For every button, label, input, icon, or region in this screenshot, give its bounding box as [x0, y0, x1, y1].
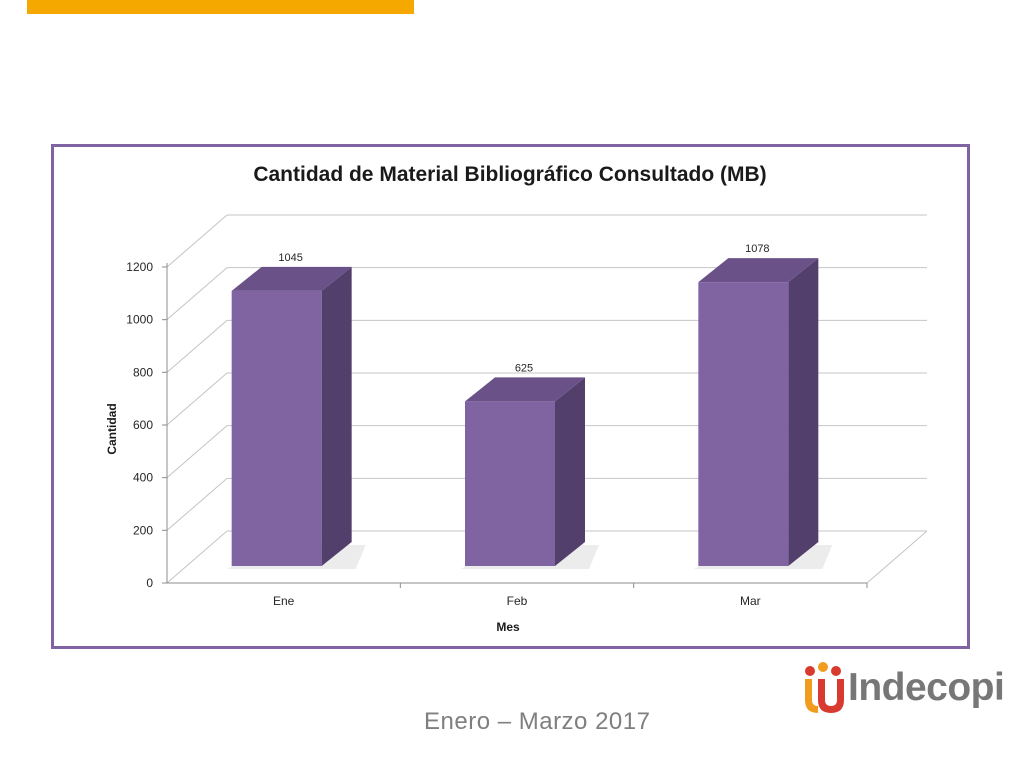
chart-title: Cantidad de Material Bibliográfico Consu… [253, 163, 766, 186]
bar-top-feb [465, 377, 585, 402]
label-layer: 1045 Ene 625 Feb 1078 Mar [273, 243, 770, 608]
y-tick-label: 400 [133, 471, 153, 485]
bar-side-feb [555, 377, 585, 566]
indecopi-logo-icon [805, 662, 844, 713]
bar-mar [698, 282, 789, 566]
bar-ene [231, 290, 322, 566]
y-tick-label: 0 [146, 576, 153, 590]
period-subtitle: Enero – Marzo 2017 [424, 708, 651, 735]
y-tick-label: 600 [133, 418, 153, 432]
top-accent-bar [27, 0, 414, 14]
chart-frame: Cantidad de Material Bibliográfico Consu… [51, 144, 970, 649]
y-tick-label: 1000 [126, 313, 153, 327]
bar-layer [227, 258, 833, 569]
bar-feb [465, 401, 555, 566]
gridline-side [166, 372, 228, 426]
y-axis-title: Cantidad [105, 403, 119, 454]
gridline-side [166, 425, 228, 479]
y-tick-label: 1200 [126, 260, 153, 274]
bar-side-ene [321, 266, 352, 566]
x-axis-title: Mes [496, 620, 520, 634]
y-tick-label: 200 [133, 523, 153, 537]
gridline-side [166, 214, 228, 268]
x-tick-label: Feb [507, 594, 528, 608]
data-label: 625 [515, 362, 533, 374]
data-label: 1078 [745, 243, 769, 255]
floor-right-edge [866, 530, 928, 584]
indecopi-logo: Indecopi [802, 662, 1005, 718]
gridline-side [166, 267, 228, 321]
bar-top-mar [698, 258, 819, 283]
gridline-side [166, 530, 228, 584]
gridline-side [166, 319, 228, 373]
bar-top-ene [231, 266, 352, 291]
gridline-side [166, 477, 228, 531]
indecopi-logo-text: Indecopi [848, 666, 1005, 709]
y-tick-label: 800 [133, 365, 153, 379]
axis-layer: 0 200 400 600 800 1000 1200 [126, 260, 868, 590]
bar-chart: Cantidad de Material Bibliográfico Consu… [105, 163, 928, 634]
data-label: 1045 [278, 252, 302, 264]
x-tick-label: Mar [740, 594, 761, 608]
bar-side-mar [788, 258, 819, 566]
x-tick-label: Ene [273, 594, 295, 608]
